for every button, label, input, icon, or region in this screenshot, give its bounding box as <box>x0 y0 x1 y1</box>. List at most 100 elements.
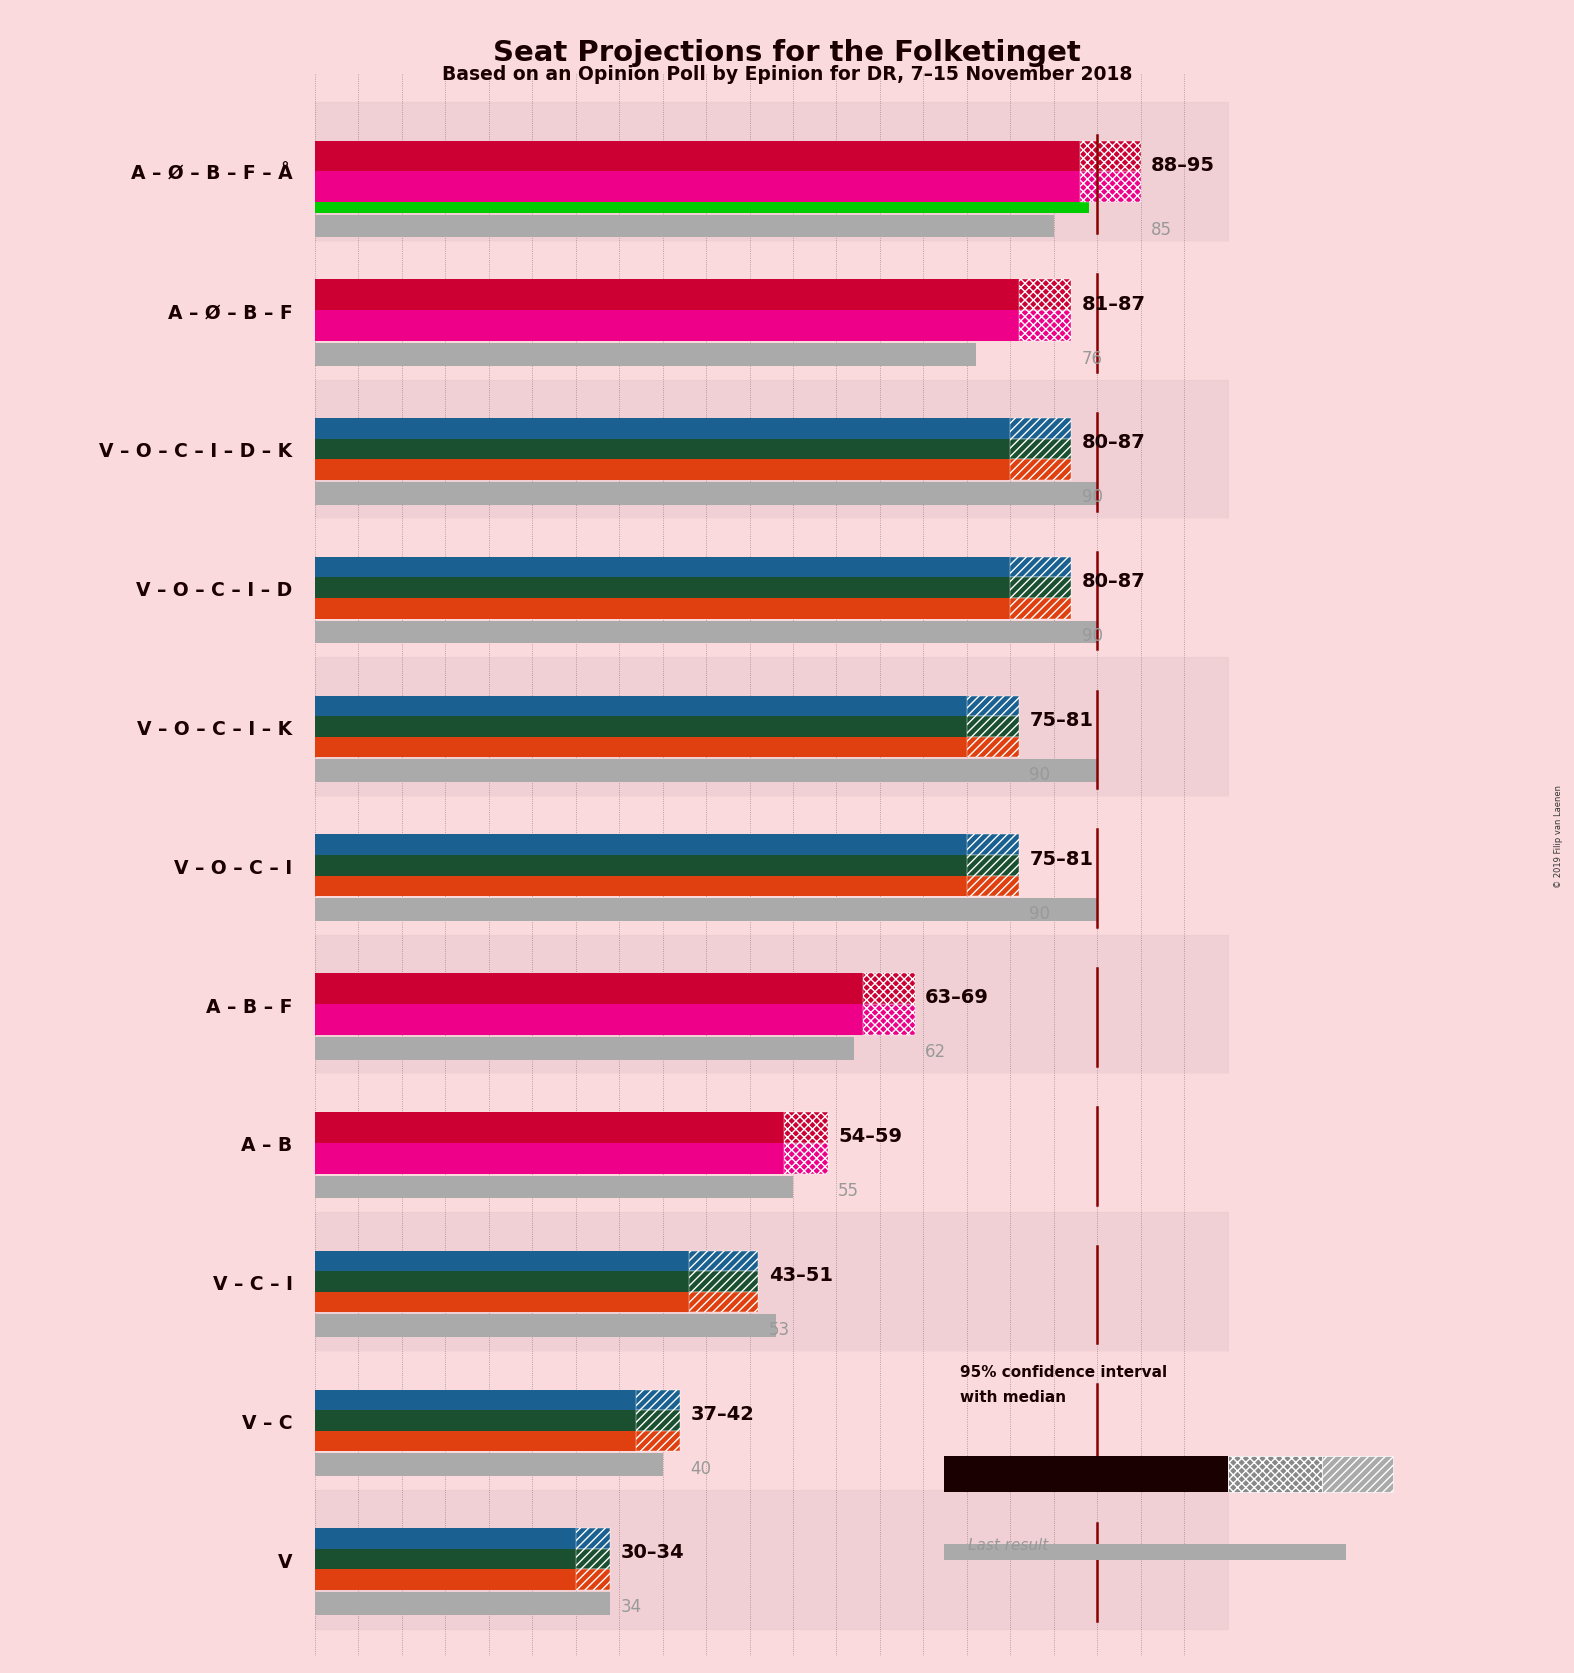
Text: with median: with median <box>960 1390 1066 1404</box>
Text: 76: 76 <box>1081 350 1103 368</box>
Bar <box>315 460 1011 480</box>
Text: 34: 34 <box>620 1598 642 1616</box>
Text: 53: 53 <box>768 1320 790 1338</box>
Text: Seat Projections for the Folketinget: Seat Projections for the Folketinget <box>493 38 1081 67</box>
Text: Based on an Opinion Poll by Epinion for DR, 7–15 November 2018: Based on an Opinion Poll by Epinion for … <box>442 65 1132 84</box>
Bar <box>315 557 1011 579</box>
Bar <box>315 440 1011 460</box>
Bar <box>315 738 966 758</box>
Bar <box>1080 172 1141 202</box>
Bar <box>315 696 966 716</box>
Text: 90: 90 <box>1081 627 1103 644</box>
Bar <box>315 621 1097 644</box>
Bar <box>315 716 966 738</box>
Bar <box>576 1529 611 1549</box>
Text: 62: 62 <box>926 1042 946 1061</box>
Bar <box>315 1454 663 1476</box>
Bar <box>1018 311 1072 341</box>
Bar <box>784 1113 828 1143</box>
Text: 80–87: 80–87 <box>1081 572 1146 591</box>
Bar <box>576 1569 611 1589</box>
Text: 40: 40 <box>691 1459 711 1477</box>
Bar <box>966 738 1018 758</box>
Bar <box>1080 142 1141 172</box>
Text: 63–69: 63–69 <box>926 987 988 1007</box>
Bar <box>315 1549 576 1569</box>
Bar <box>1322 1456 1393 1492</box>
Bar <box>944 1456 1228 1492</box>
Text: 90: 90 <box>1081 489 1103 505</box>
Bar <box>689 1271 759 1292</box>
Bar <box>576 1549 611 1569</box>
Bar <box>966 696 1018 716</box>
Bar <box>1011 599 1072 619</box>
Text: 37–42: 37–42 <box>691 1404 754 1422</box>
Bar <box>1228 1456 1322 1492</box>
Bar <box>315 1430 636 1450</box>
Bar <box>1011 440 1072 460</box>
Bar <box>784 1143 828 1174</box>
Bar <box>315 1390 636 1410</box>
Bar <box>1011 579 1072 599</box>
Bar <box>315 1004 863 1036</box>
Bar <box>315 418 1011 440</box>
Text: 90: 90 <box>1029 765 1050 783</box>
Bar <box>315 1176 793 1198</box>
Text: 85: 85 <box>1151 221 1173 239</box>
Bar <box>315 1593 611 1614</box>
Bar <box>315 202 1089 214</box>
Bar <box>966 855 1018 877</box>
Bar <box>315 482 1097 505</box>
Bar <box>966 877 1018 897</box>
Bar <box>966 716 1018 738</box>
Text: 81–87: 81–87 <box>1081 294 1146 313</box>
Text: 75–81: 75–81 <box>1029 850 1094 868</box>
Bar <box>315 1143 784 1174</box>
Text: 55: 55 <box>839 1181 859 1200</box>
Text: 54–59: 54–59 <box>839 1126 902 1146</box>
Bar <box>315 579 1011 599</box>
Bar <box>315 835 966 855</box>
Bar <box>315 1569 576 1589</box>
Bar <box>315 1271 689 1292</box>
Text: 43–51: 43–51 <box>768 1265 833 1285</box>
Text: 75–81: 75–81 <box>1029 711 1094 729</box>
Bar <box>315 345 976 366</box>
Bar <box>966 835 1018 855</box>
Bar <box>863 974 914 1004</box>
Text: 95% confidence interval: 95% confidence interval <box>960 1365 1168 1379</box>
Bar <box>315 877 966 897</box>
Text: © 2019 Filip van Laenen: © 2019 Filip van Laenen <box>1554 785 1563 888</box>
Text: Last result: Last result <box>968 1537 1048 1551</box>
Bar <box>315 1315 776 1337</box>
Bar <box>315 216 1055 238</box>
Bar <box>315 281 1018 311</box>
Bar <box>315 1113 784 1143</box>
Bar <box>315 1251 689 1271</box>
Bar <box>315 974 863 1004</box>
Bar <box>315 1529 576 1549</box>
Bar <box>315 898 1097 922</box>
Bar <box>1011 418 1072 440</box>
Bar <box>1018 281 1072 311</box>
Bar <box>315 172 1080 202</box>
Bar <box>636 1430 680 1450</box>
Bar <box>863 1004 914 1036</box>
Bar <box>1011 460 1072 480</box>
Bar <box>315 1037 853 1061</box>
Bar <box>689 1251 759 1271</box>
Bar <box>944 1544 1346 1559</box>
Bar <box>636 1390 680 1410</box>
Bar <box>636 1410 680 1430</box>
Bar <box>1011 557 1072 579</box>
Bar <box>315 855 966 877</box>
Bar <box>315 760 1097 783</box>
Bar <box>315 599 1011 619</box>
Bar <box>315 311 1018 341</box>
Bar <box>689 1292 759 1313</box>
Bar <box>315 1292 689 1313</box>
Text: 30–34: 30–34 <box>620 1543 685 1561</box>
Text: 88–95: 88–95 <box>1151 156 1215 174</box>
Bar <box>315 142 1080 172</box>
Bar <box>315 1410 636 1430</box>
